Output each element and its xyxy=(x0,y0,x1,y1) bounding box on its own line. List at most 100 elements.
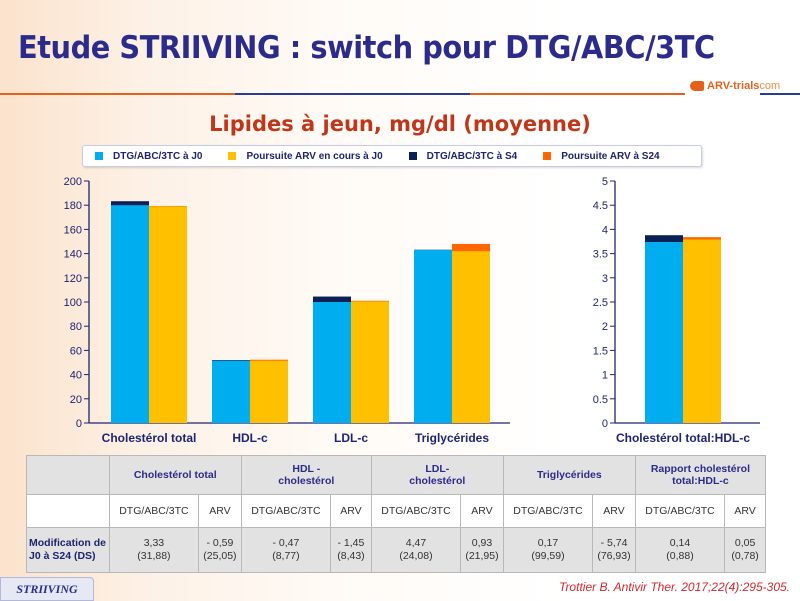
x-category-label: Cholestérol total:HDL-c xyxy=(616,431,750,445)
y-tick-label: 0 xyxy=(76,418,82,430)
table-group-header-text: Rapport cholestérol total:HDL-c xyxy=(650,463,751,487)
table-cell: 0,14 (0,88) xyxy=(634,527,726,573)
x-category-label: LDL-c xyxy=(334,431,368,445)
lipid-change-table: Cholestérol total HDL - cholestérol LDL-c… xyxy=(26,455,767,573)
cell-sd: (8,77) xyxy=(272,550,300,562)
bar-arv-j0 xyxy=(250,360,288,423)
table-cell: 3,33 (31,88) xyxy=(108,527,200,573)
y-tick-label: 5 xyxy=(602,176,608,188)
bar-dtg-j0 xyxy=(414,249,452,423)
y-tick-label: 40 xyxy=(70,370,82,382)
table-group-header: Triglycérides xyxy=(502,455,636,495)
chart-1: 0 0.5 1 1.5 2 2.5 3 3.5 4 4.5 5 Cholestérol total:H… xyxy=(593,176,760,445)
table-row-label: Modification de J0 à S24 (DS) xyxy=(26,527,110,573)
y-tick-label: 0.5 xyxy=(593,394,608,406)
cell-mean: 0,17 xyxy=(537,537,559,549)
cell-mean: - 0,59 xyxy=(206,537,234,549)
y-tick-label: 140 xyxy=(64,249,82,261)
cell-sd: (31,88) xyxy=(137,550,171,562)
y-tick-label: 100 xyxy=(64,297,82,309)
table-cell: 4,47 (24,08) xyxy=(370,527,462,573)
page-title: Etude STRIIVING : switch pour DTG/ABC/3T… xyxy=(18,30,715,66)
table-cell: - 0,47 (8,77) xyxy=(240,527,332,573)
chart-subtitle: Lipides à jeun, mg/dl (moyenne) xyxy=(209,112,591,136)
y-tick-label: 0 xyxy=(602,418,608,430)
cell-sd: (0,78) xyxy=(731,550,759,562)
table-group-header-row: Cholestérol total HDL - cholestérol LDL-c… xyxy=(26,455,767,495)
table-subheader-row: DTG/ABC/3TC ARV DTG/ABC/3TC ARV DTG/ABC/3TC A… xyxy=(26,494,766,528)
y-tick-label: 3.5 xyxy=(593,249,608,261)
legend-label: DTG/ABC/3TC à S4 xyxy=(426,150,518,162)
y-tick-label: 160 xyxy=(64,224,82,236)
table-cell: - 1,45 (8,43) xyxy=(330,527,372,573)
chart-legend: DTG/ABC/3TC à J0 Poursuite ARV en cours … xyxy=(82,145,702,167)
legend-swatch xyxy=(408,152,417,160)
legend-item: Poursuite ARV en cours à J0 xyxy=(228,150,383,162)
cell-sd: (0,88) xyxy=(666,550,694,562)
bar-dtg-j0 xyxy=(645,241,683,423)
table-cell: - 0,59 (25,05) xyxy=(198,527,242,573)
bar-dtg-j0 xyxy=(313,302,351,423)
cell-mean: 0,14 xyxy=(669,537,691,549)
table-row: Modification de J0 à S24 (DS) 3,33 (31,88… xyxy=(26,527,766,573)
bar-arv-j0 xyxy=(351,301,389,423)
table-subheader: ARV xyxy=(592,494,636,528)
table-subheader: DTG/ABC/3TC xyxy=(370,494,462,528)
cell-sd: (8,43) xyxy=(337,550,365,562)
table-group-header: LDL-cholestérol xyxy=(370,455,504,495)
arv-trials-logo: ARV-trialscom xyxy=(690,80,780,92)
cell-mean: 4,47 xyxy=(405,537,427,549)
y-tick-label: 2.5 xyxy=(593,297,608,309)
x-category-label: Triglycérides xyxy=(415,431,489,445)
y-tick-label: 1.5 xyxy=(593,345,608,357)
legend-swatch xyxy=(543,152,552,160)
table-blank-cell xyxy=(26,494,110,528)
table-subheader: ARV xyxy=(198,494,242,528)
cell-mean: 0,05 xyxy=(734,537,756,549)
logo-text: ARV-trials xyxy=(707,80,760,92)
legend-label: DTG/ABC/3TC à J0 xyxy=(113,150,203,162)
legend-item: Poursuite ARV à S24 xyxy=(543,150,660,162)
y-tick-label: 200 xyxy=(64,176,82,188)
bar-arv-j0 xyxy=(452,251,490,423)
table-group-header: Cholestérol total xyxy=(108,455,242,495)
legend-item: DTG/ABC/3TC à J0 xyxy=(95,151,202,162)
logo-suffix: com xyxy=(759,80,781,92)
legend-swatch xyxy=(228,152,237,160)
y-tick-label: 3 xyxy=(602,273,608,285)
legend-label: Poursuite ARV en cours à J0 xyxy=(246,150,383,162)
table-corner-cell xyxy=(26,455,110,495)
header-rule-blue xyxy=(235,93,470,95)
cell-mean: - 0,47 xyxy=(272,537,300,549)
bar-dtg-j0 xyxy=(212,360,250,423)
header-rule-orange-2 xyxy=(470,93,685,95)
bar-arv-j0 xyxy=(683,239,721,423)
table-subheader: ARV xyxy=(330,494,372,528)
table-subheader: ARV xyxy=(724,494,766,528)
table-subheader: ARV xyxy=(460,494,504,528)
legend-item: DTG/ABC/3TC à S4 xyxy=(408,150,518,162)
table-group-header-text: LDL-cholestérol xyxy=(409,463,466,487)
y-tick-label: 20 xyxy=(70,394,82,406)
y-tick-label: 4.5 xyxy=(593,200,608,212)
table-cell: 0,05 (0,78) xyxy=(724,527,766,573)
chart-0: 0 20 40 60 80 100 120 140 160 180 200 Cholestérol t… xyxy=(64,176,510,445)
cell-mean: - 1,45 xyxy=(337,537,365,549)
cell-sd: (21,95) xyxy=(465,550,499,562)
legend-label: Poursuite ARV à S24 xyxy=(561,150,660,162)
y-tick-label: 4 xyxy=(602,224,608,236)
y-tick-label: 60 xyxy=(70,345,82,357)
reference-citation: Trottier B. Antivir Ther. 2017;22(4):295… xyxy=(559,580,790,594)
table-subheader: DTG/ABC/3TC xyxy=(634,494,726,528)
pill-bottle-icon xyxy=(690,81,704,92)
table-cell: 0,93 (21,95) xyxy=(460,527,504,573)
table-subheader: DTG/ABC/3TC xyxy=(502,494,594,528)
cell-mean: 0,93 xyxy=(471,537,493,549)
y-tick-label: 2 xyxy=(602,321,608,333)
y-tick-label: 180 xyxy=(64,200,82,212)
bar-arv-j0 xyxy=(149,206,187,423)
cell-sd: (25,05) xyxy=(203,550,237,562)
table-subheader: DTG/ABC/3TC xyxy=(240,494,332,528)
cell-sd: (99,59) xyxy=(531,550,565,562)
cell-sd: (24,08) xyxy=(399,550,433,562)
